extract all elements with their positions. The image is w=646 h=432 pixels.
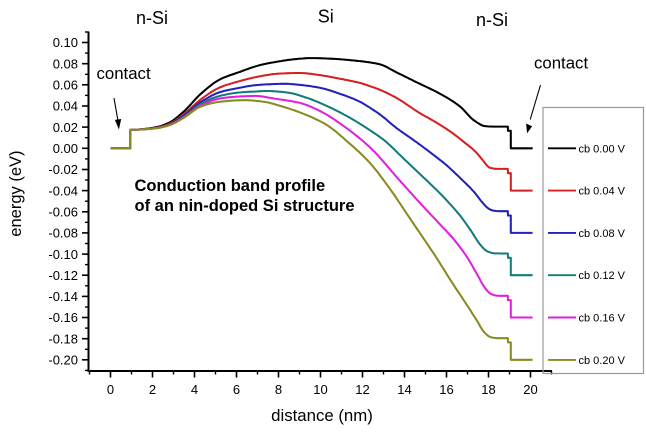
svg-text:-0.20: -0.20: [48, 353, 78, 368]
svg-text:n-Si: n-Si: [136, 8, 168, 28]
svg-text:-0.04: -0.04: [48, 183, 78, 198]
svg-text:4: 4: [191, 382, 198, 397]
svg-text:-0.14: -0.14: [48, 289, 78, 304]
svg-text:Si: Si: [318, 7, 334, 27]
svg-text:-0.08: -0.08: [48, 226, 78, 241]
svg-text:-0.16: -0.16: [48, 310, 78, 325]
svg-text:0.08: 0.08: [53, 56, 78, 71]
svg-text:-0.10: -0.10: [48, 247, 78, 262]
svg-text:cb 0.04 V: cb 0.04 V: [579, 186, 626, 198]
svg-text:2: 2: [149, 382, 156, 397]
svg-text:cb 0.00 V: cb 0.00 V: [579, 143, 626, 155]
svg-text:cb 0.20 V: cb 0.20 V: [579, 355, 626, 367]
svg-text:distance (nm): distance (nm): [271, 406, 373, 425]
svg-text:of an nin-doped Si structure: of an nin-doped Si structure: [135, 197, 355, 215]
svg-text:16: 16: [439, 382, 453, 397]
svg-text:energy (eV): energy (eV): [7, 150, 25, 236]
svg-text:cb 0.08 V: cb 0.08 V: [579, 228, 626, 240]
svg-text:cb 0.16 V: cb 0.16 V: [579, 313, 626, 325]
svg-text:10: 10: [313, 382, 327, 397]
svg-text:-0.12: -0.12: [48, 268, 78, 283]
svg-text:-0.02: -0.02: [48, 162, 78, 177]
svg-text:14: 14: [397, 382, 411, 397]
svg-text:6: 6: [233, 382, 240, 397]
svg-text:12: 12: [355, 382, 369, 397]
svg-text:0.00: 0.00: [53, 141, 78, 156]
svg-text:0.04: 0.04: [53, 99, 78, 114]
svg-text:contact: contact: [97, 64, 151, 83]
svg-text:20: 20: [523, 382, 537, 397]
svg-text:0.10: 0.10: [53, 35, 78, 50]
svg-text:0: 0: [107, 382, 114, 397]
svg-text:-0.06: -0.06: [48, 205, 78, 220]
svg-text:contact: contact: [534, 54, 588, 73]
svg-text:0.02: 0.02: [53, 120, 78, 135]
svg-text:n-Si: n-Si: [476, 10, 508, 30]
svg-text:cb 0.12 V: cb 0.12 V: [579, 270, 626, 282]
svg-text:18: 18: [481, 382, 495, 397]
svg-text:-0.18: -0.18: [48, 331, 78, 346]
svg-text:0.06: 0.06: [53, 78, 78, 93]
svg-text:Conduction band profile: Conduction band profile: [135, 177, 326, 195]
svg-text:8: 8: [275, 382, 282, 397]
